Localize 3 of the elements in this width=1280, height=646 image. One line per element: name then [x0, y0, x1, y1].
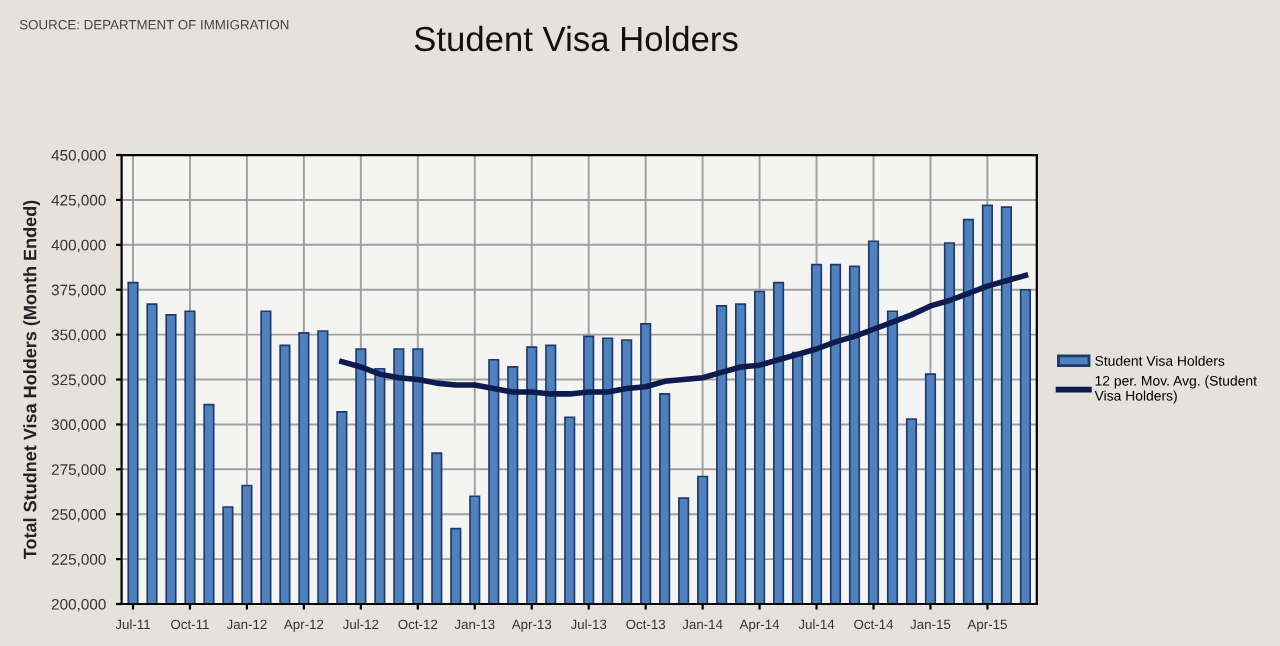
line-series — [339, 272, 1029, 397]
y-axis-title: Total Studnet Visa Holders (Month Ended) — [23, 200, 40, 560]
chart-title: Student Visa Holders — [414, 25, 738, 52]
